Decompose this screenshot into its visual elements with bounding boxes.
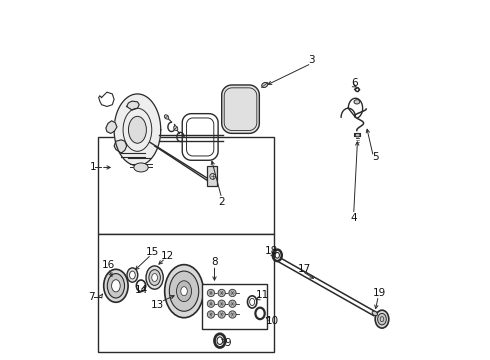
Ellipse shape xyxy=(149,270,160,285)
Text: 13: 13 xyxy=(151,300,164,310)
Ellipse shape xyxy=(128,116,147,143)
Text: 7: 7 xyxy=(88,292,95,302)
Ellipse shape xyxy=(152,274,157,282)
Bar xyxy=(98,234,274,352)
Polygon shape xyxy=(221,85,259,134)
Text: 19: 19 xyxy=(373,288,387,298)
Ellipse shape xyxy=(375,310,389,328)
Polygon shape xyxy=(114,94,161,166)
Text: 12: 12 xyxy=(161,251,174,261)
Circle shape xyxy=(207,289,215,297)
Ellipse shape xyxy=(112,280,120,292)
Circle shape xyxy=(207,300,215,307)
Ellipse shape xyxy=(173,126,178,131)
Text: 8: 8 xyxy=(211,257,218,267)
Text: 9: 9 xyxy=(224,338,231,348)
Circle shape xyxy=(229,289,236,297)
Ellipse shape xyxy=(146,266,163,289)
Circle shape xyxy=(218,311,225,318)
Circle shape xyxy=(218,300,225,307)
Ellipse shape xyxy=(129,271,135,279)
Polygon shape xyxy=(106,121,117,134)
Text: 10: 10 xyxy=(266,316,279,325)
Circle shape xyxy=(229,300,236,307)
Text: 16: 16 xyxy=(101,260,115,270)
Circle shape xyxy=(229,311,236,318)
Text: 5: 5 xyxy=(372,152,379,162)
Ellipse shape xyxy=(104,269,128,302)
Bar xyxy=(202,284,267,329)
Circle shape xyxy=(218,289,225,297)
Bar xyxy=(98,137,274,234)
Ellipse shape xyxy=(134,163,148,172)
Ellipse shape xyxy=(372,311,377,316)
Ellipse shape xyxy=(181,287,187,296)
Text: 17: 17 xyxy=(297,264,311,274)
Ellipse shape xyxy=(127,268,138,282)
Ellipse shape xyxy=(378,314,386,325)
Text: 18: 18 xyxy=(265,246,278,256)
Bar xyxy=(207,166,218,186)
Text: 14: 14 xyxy=(134,285,147,296)
Text: 4: 4 xyxy=(350,213,357,222)
Polygon shape xyxy=(126,101,139,110)
Ellipse shape xyxy=(164,115,169,119)
Polygon shape xyxy=(114,140,126,153)
Text: 2: 2 xyxy=(219,197,225,207)
Ellipse shape xyxy=(165,265,203,318)
Ellipse shape xyxy=(355,134,360,137)
Text: 11: 11 xyxy=(256,291,269,301)
Ellipse shape xyxy=(262,82,268,87)
Text: 15: 15 xyxy=(146,247,159,257)
Text: 1: 1 xyxy=(90,162,96,172)
Ellipse shape xyxy=(107,274,124,298)
Text: 3: 3 xyxy=(308,55,315,65)
Text: 6: 6 xyxy=(351,78,358,88)
Ellipse shape xyxy=(176,281,192,302)
Circle shape xyxy=(210,174,216,179)
Ellipse shape xyxy=(354,100,360,104)
Ellipse shape xyxy=(170,271,199,311)
Circle shape xyxy=(207,311,215,318)
